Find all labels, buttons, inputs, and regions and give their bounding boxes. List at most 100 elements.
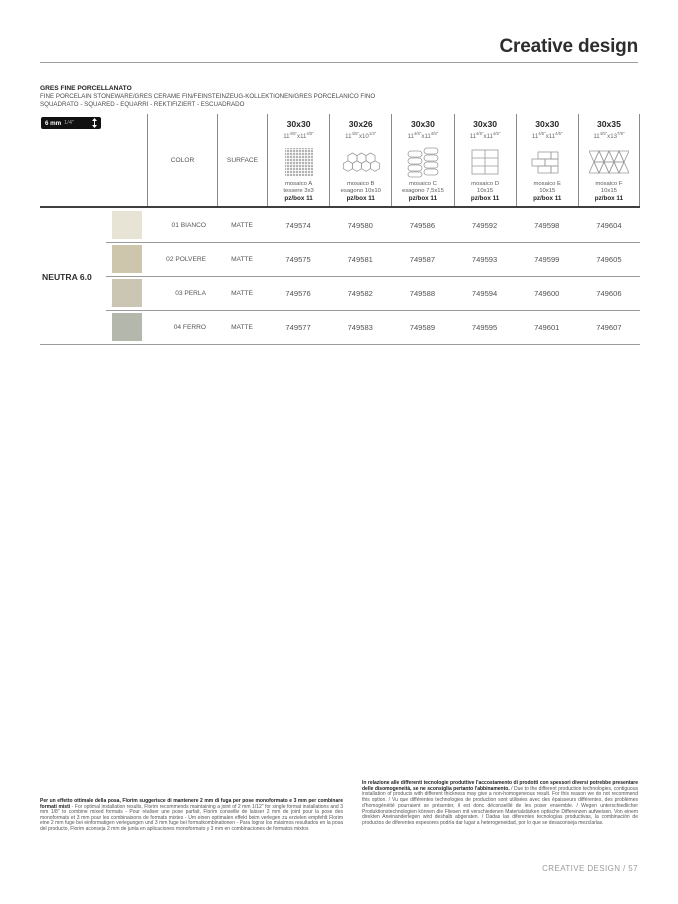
format-header-mosaico-d: 30x30 114/5"x114/5" mosaico D 10x15 pz/b… — [453, 114, 516, 206]
product-code: 749594 — [471, 288, 498, 298]
format-name: mosaico D — [471, 181, 499, 188]
section-heading: GRES FINE PORCELLANATO — [40, 85, 132, 92]
surface-value: MATTE — [231, 221, 253, 229]
color-swatch — [112, 313, 142, 341]
format-size: 30x30 — [410, 119, 435, 129]
format-inches: 114/5"x114/5" — [407, 131, 439, 141]
format-header-mosaico-e: 30x30 114/5"x114/5" mosaico E 10x15 pz/b… — [515, 114, 578, 206]
format-size: 30x30 — [286, 119, 311, 129]
page-title: Creative design — [499, 36, 639, 57]
format-pzbox: pz/box 11 — [594, 195, 624, 203]
format-inches: 114/5"x114/5" — [283, 131, 314, 141]
product-code: 749607 — [596, 322, 622, 332]
swatch-cell — [107, 276, 147, 310]
column-header-color: COLOR — [147, 114, 217, 206]
format-inches: 114/5"x114/5" — [531, 131, 563, 141]
surface-value: MATTE — [231, 255, 253, 263]
thickness-warning-bold: In relazione alle differenti tecnologie … — [362, 780, 638, 792]
product-code: 749577 — [285, 322, 311, 332]
product-code: 749593 — [471, 254, 498, 264]
format-name: mosaico E — [533, 181, 561, 188]
format-name: mosaico F — [595, 181, 623, 188]
color-swatch — [112, 279, 142, 307]
swatch-cell — [107, 208, 147, 242]
thickness-warning-note: In relazione alle differenti tecnologie … — [362, 780, 638, 827]
mosaic-b-hexagon-icon — [342, 143, 380, 181]
format-detail: esagono 7,5x15 — [401, 187, 444, 194]
surface-value: MATTE — [231, 289, 253, 297]
product-table: 6 mm 1/4" COLOR SURFACE 30x30 1 — [40, 114, 640, 345]
format-detail: tessere 3x3 — [283, 187, 314, 194]
color-swatch — [112, 245, 142, 273]
color-name: 02 POLVERE — [166, 255, 206, 263]
installation-note-text: - For optimal installation results, Flor… — [40, 803, 343, 832]
format-size: 30x30 — [535, 119, 560, 129]
table-row: 03 PERLA MATTE 749576 749582 749588 7495… — [40, 276, 640, 311]
table-body: NEUTRA 6.0 01 BIANCO MATTE 749574 749580… — [40, 208, 640, 345]
format-inches: 114/5"x101/4" — [345, 131, 377, 141]
format-size: 30x35 — [596, 119, 621, 129]
mosaic-f-triangle-icon — [588, 143, 629, 181]
product-code: 749587 — [409, 254, 436, 264]
format-header-mosaico-b: 30x26 114/5"x101/4" mosaico B esagono 10… — [329, 114, 391, 206]
format-size: 30x26 — [348, 119, 373, 129]
product-code: 749586 — [409, 220, 436, 230]
header-divider — [40, 62, 638, 63]
product-code: 749580 — [347, 220, 373, 230]
color-name: 04 FERRO — [173, 323, 206, 331]
section-subtitle-finish: SQUADRATO - SQUARED - EQUARRI - REKTIFIZ… — [40, 100, 245, 108]
table-row: 04 FERRO MATTE 749577 749583 749589 7495… — [40, 310, 640, 344]
product-code: 749582 — [347, 288, 373, 298]
product-code: 749598 — [534, 220, 560, 230]
mosaic-a-grid-icon — [284, 143, 314, 181]
color-name: 03 PERLA — [175, 289, 206, 297]
product-code: 749576 — [285, 288, 311, 298]
format-pzbox: pz/box 11 — [284, 195, 313, 203]
format-pzbox: pz/box 11 — [408, 195, 438, 203]
product-code: 749574 — [285, 220, 311, 230]
section-intro: GRES FINE PORCELLANATO FINE PORCELAIN ST… — [40, 85, 600, 108]
mosaic-e-brick-icon — [529, 143, 565, 181]
format-name: mosaico A — [284, 181, 313, 188]
table-bottom-divider — [40, 344, 640, 345]
color-name: 01 BIANCO — [171, 221, 206, 229]
row-divider — [106, 241, 640, 243]
format-size: 30x30 — [473, 119, 498, 129]
thickness-badge: 6 mm 1/4" — [41, 117, 101, 129]
table-row: 02 POLVERE MATTE 749575 749581 749587 74… — [40, 242, 640, 277]
format-detail: 10x15 — [600, 187, 617, 194]
product-code: 749589 — [409, 322, 436, 332]
thickness-cell: 6 mm 1/4" — [40, 114, 107, 206]
product-code: 749595 — [471, 322, 498, 332]
format-name: mosaico B — [346, 181, 375, 188]
thickness-inch: 1/4" — [64, 120, 74, 126]
product-code: 749600 — [534, 288, 560, 298]
page-footer: CREATIVE DESIGN / 57 — [542, 864, 638, 873]
product-code: 749592 — [471, 220, 498, 230]
format-detail: 10x15 — [477, 187, 494, 194]
swatch-cell — [107, 242, 147, 276]
thickness-warning-text: / Due to the different production techno… — [362, 785, 638, 826]
product-code: 749606 — [596, 288, 622, 298]
format-detail: 10x15 — [539, 187, 556, 194]
format-header-mosaico-c: 30x30 114/5"x114/5" mosaico C es — [391, 114, 453, 206]
column-header-surface: SURFACE — [217, 114, 267, 206]
installation-note: Per un effetto ottimale della posa, Flor… — [40, 798, 343, 833]
swatch-header-cell — [107, 114, 147, 206]
product-code: 749583 — [347, 322, 373, 332]
installation-note-bold: Per un effetto ottimale della posa, Flor… — [40, 798, 343, 810]
collection-name: NEUTRA 6.0 — [42, 271, 92, 282]
table-row: 01 BIANCO MATTE 749574 749580 749586 749… — [40, 208, 640, 243]
section-subtitle-translations: FINE PORCELAIN STONEWARE/GRES CERAME FIN… — [40, 93, 376, 100]
mosaic-d-rect-grid-icon — [468, 143, 502, 181]
surface-value: MATTE — [231, 323, 253, 331]
format-pzbox: pz/box 11 — [533, 195, 562, 203]
row-divider — [106, 275, 640, 277]
format-pzbox: pz/box 11 — [470, 195, 500, 203]
swatch-cell — [107, 310, 147, 344]
format-header-mosaico-a: 30x30 114/5"x114/5" mosaico A tessere 3x… — [267, 114, 329, 206]
product-code: 749575 — [285, 254, 311, 264]
format-name: mosaico C — [409, 181, 437, 188]
row-divider — [106, 309, 640, 311]
format-inches: 114/5"x114/5" — [469, 131, 501, 141]
